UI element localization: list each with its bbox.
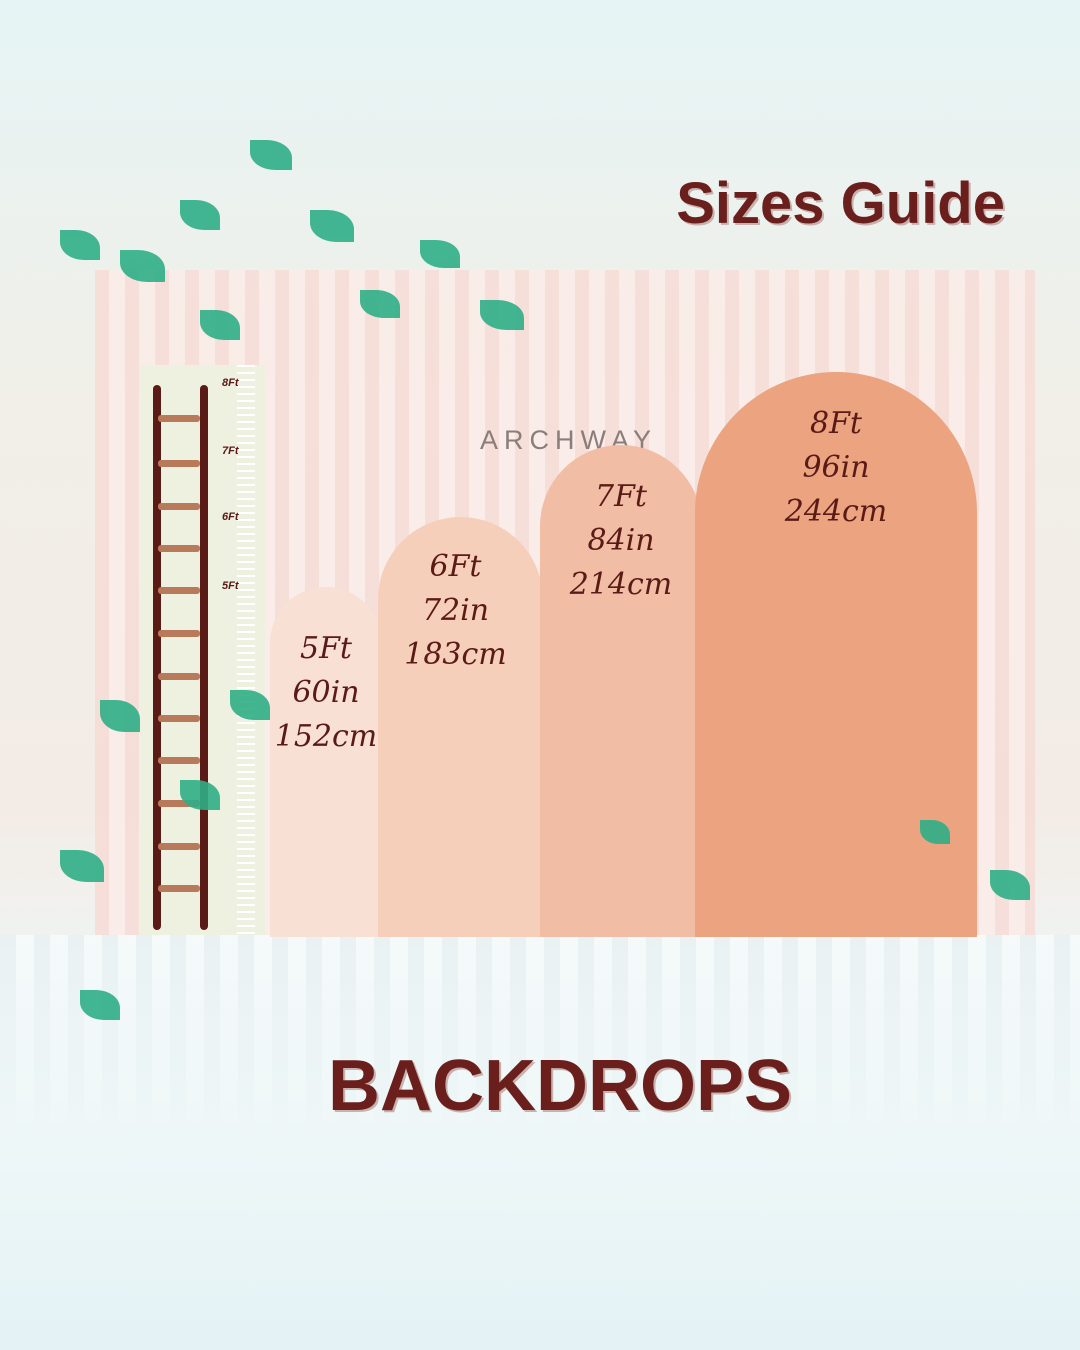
- arch-in: 60in: [292, 675, 360, 710]
- arch-ft: 7Ft: [595, 479, 647, 514]
- arch-cm: 244cm: [784, 494, 888, 529]
- ruler-mark: 8Ft: [222, 377, 239, 389]
- arch-8ft: 8Ft 96in 244cm: [695, 372, 977, 937]
- arch-in: 96in: [802, 450, 870, 485]
- height-ruler: 8Ft 7Ft 6Ft 5Ft: [140, 365, 265, 935]
- arch-5ft: 5Ft 60in 152cm: [270, 587, 382, 937]
- ruler-ticks: [237, 365, 255, 935]
- arch-6ft: 6Ft 72in 183cm: [378, 517, 543, 937]
- arch-ft: 6Ft: [429, 549, 482, 584]
- arch-in: 84in: [587, 523, 655, 558]
- page-title: Sizes Guide: [676, 171, 1005, 236]
- ruler-mark: 6Ft: [222, 511, 239, 523]
- arch-in: 72in: [421, 593, 490, 628]
- arch-ft: 8Ft: [810, 406, 862, 441]
- arch-ft: 5Ft: [300, 631, 352, 666]
- ruler-mark: 5Ft: [222, 580, 239, 592]
- subtitle: BACKDROPS: [327, 1046, 793, 1126]
- arch-cm: 152cm: [274, 719, 378, 754]
- arch-cm: 214cm: [569, 567, 673, 602]
- arch-cm: 183cm: [404, 637, 507, 672]
- floor: [0, 935, 1080, 1350]
- ruler-mark: 7Ft: [222, 445, 239, 457]
- arch-7ft: 7Ft 84in 214cm: [540, 445, 702, 937]
